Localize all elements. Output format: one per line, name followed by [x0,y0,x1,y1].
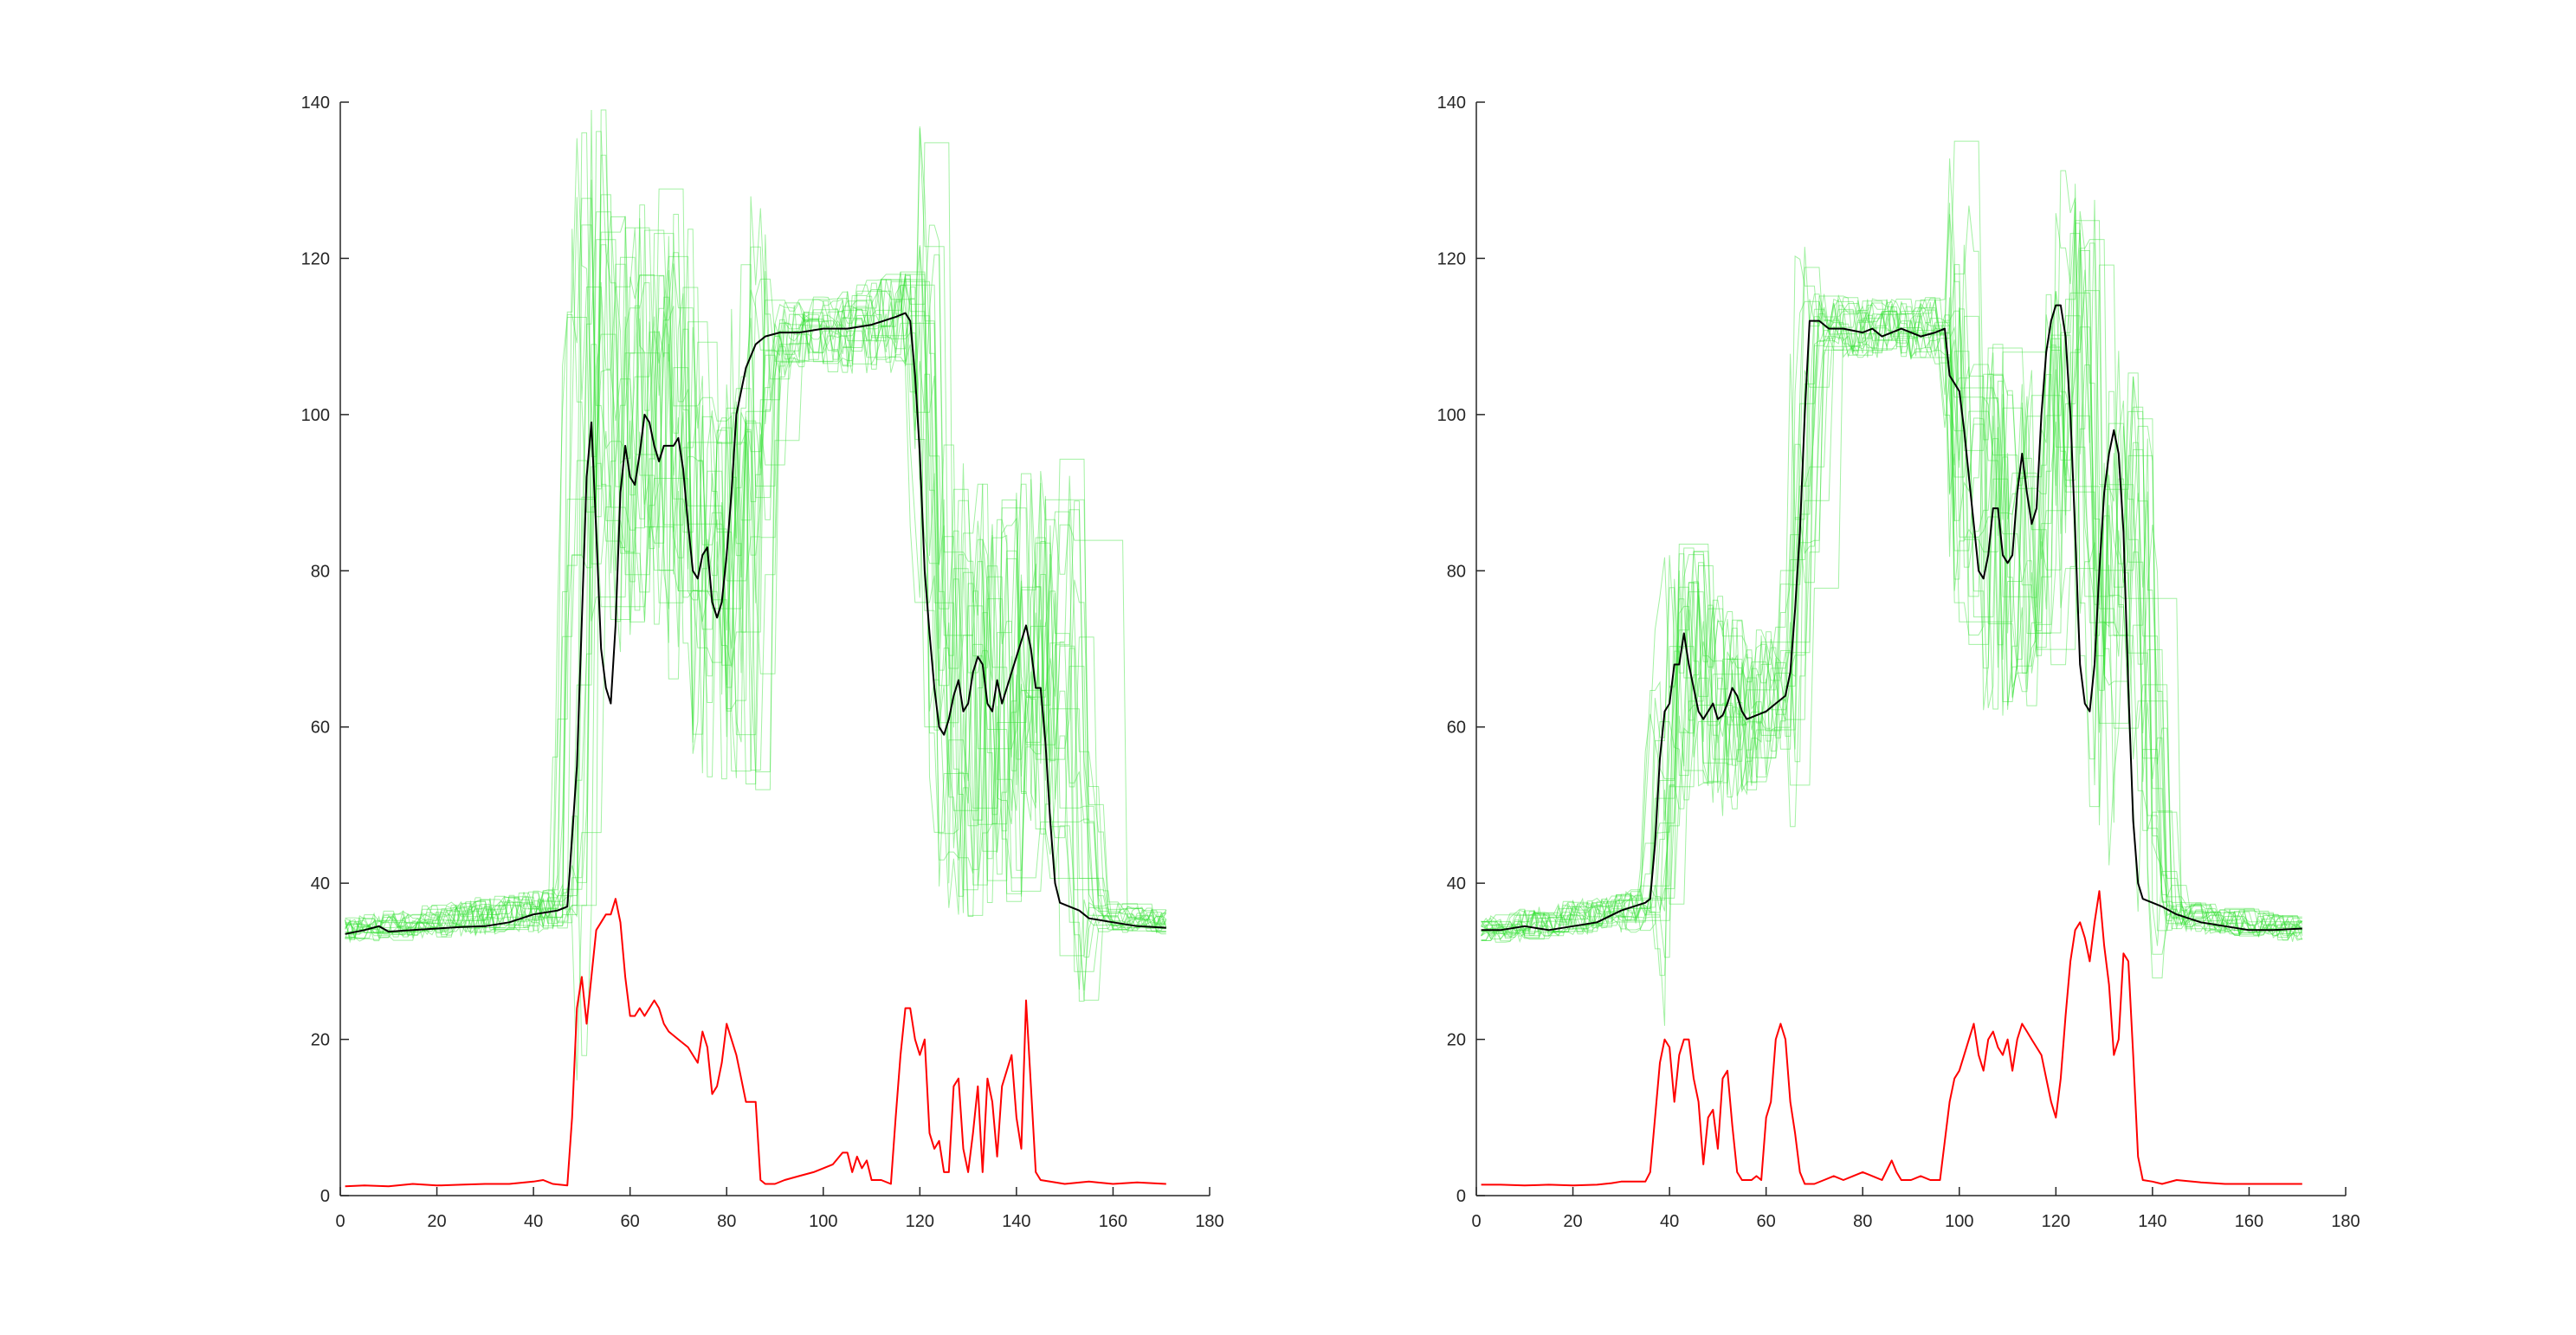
x-tick-label: 20 [427,1212,446,1231]
ensemble-member-line [345,197,1166,958]
ensemble-member-line [345,109,1166,1080]
ensemble-member-line [1481,242,2303,958]
plot-area [1481,140,2303,1187]
x-tick-label: 140 [2138,1212,2166,1231]
ensemble-member-line [345,196,1166,1002]
chart-left: 0 20 40 60 80 100 120 140 160 180 0 20 40 60 80 100 120 1… [301,94,1224,1231]
x-tick-label: 120 [2042,1212,2070,1231]
mean-line [1481,304,2302,932]
x-tick-label: 20 [1563,1212,1582,1231]
ensemble-member-line [1481,220,2303,938]
x-tick-label: 80 [1853,1212,1872,1231]
ensemble-member-line [345,142,1167,1056]
y-tick-label: 140 [1437,94,1466,113]
ensemble-member-line [345,131,1166,935]
y-tick-label: 100 [301,406,330,425]
axes: 0 20 40 60 80 100 120 140 160 180 0 20 40 60 80 100 120 1… [301,94,1224,1231]
y-tick-label: 40 [1447,874,1466,893]
ensemble-member-line [345,109,1167,942]
plot-area [345,109,1167,1188]
ensemble-member-line [345,211,1167,938]
ensemble-member-line [1481,269,2303,942]
ensemble-member-line [1481,201,2302,941]
x-tick-label: 120 [906,1212,934,1231]
ensemble-member-line [1481,298,2302,941]
ensemble-member-line [1481,205,2302,944]
x-tick-label: 180 [1195,1212,1223,1231]
ensemble-member-line [345,224,1166,972]
ensemble-member-line [345,244,1167,939]
x-tick-label: 100 [809,1212,837,1231]
ensemble-member-line [345,263,1166,991]
ensemble-member-line [345,179,1167,938]
y-tick-label: 100 [1437,406,1466,425]
mean-line [345,312,1166,935]
ensemble-member-line [345,229,1166,936]
x-tick-label: 0 [1471,1212,1481,1231]
chart-right: 0 20 40 60 80 100 120 140 160 180 0 20 40 60 80 100 120 1… [1437,94,2360,1231]
ensemble-member-line [345,229,1167,936]
x-tick-label: 80 [717,1212,736,1231]
y-tick-label: 20 [1447,1031,1466,1050]
x-tick-label: 40 [1660,1212,1679,1231]
ensemble-member-line [1481,255,2302,937]
y-tick-label: 20 [311,1031,330,1050]
ensemble-member-line [1481,293,2303,979]
ensemble-member-line [345,194,1166,941]
ensemble-lines [345,109,1167,1080]
ensemble-member-line [1481,170,2302,941]
x-tick-label: 140 [1002,1212,1030,1231]
ensemble-member-line [345,239,1166,990]
x-tick-label: 0 [335,1212,345,1231]
y-tick-label: 60 [311,719,330,738]
ensemble-member-line [345,224,1167,938]
ensemble-member-line [1481,140,2303,939]
ensemble-member-line [1481,184,2302,1026]
spread-line [345,898,1166,1188]
x-tick-label: 160 [2235,1212,2263,1231]
ensemble-member-line [1481,203,2303,940]
ensemble-member-line [1481,158,2302,938]
x-tick-label: 60 [1757,1212,1776,1231]
spread-line [1481,890,2302,1187]
x-tick-label: 180 [2331,1212,2360,1231]
y-tick-label: 120 [1437,249,1466,268]
axes: 0 20 40 60 80 100 120 140 160 180 0 20 40 60 80 100 120 1… [1437,94,2360,1231]
ensemble-member-line [1481,291,2302,955]
y-tick-label: 0 [320,1187,330,1206]
y-tick-label: 80 [311,562,330,581]
ensemble-member-line [1481,244,2303,939]
x-tick-label: 60 [621,1212,640,1231]
y-tick-label: 40 [311,874,330,893]
ensemble-member-line [345,128,1166,944]
y-tick-label: 80 [1447,562,1466,581]
x-tick-label: 40 [524,1212,543,1231]
ensemble-member-line [345,132,1166,936]
ensemble-member-line [1481,293,2302,940]
y-tick-label: 140 [301,94,330,113]
ensemble-member-line [1481,250,2303,940]
x-tick-label: 160 [1099,1212,1127,1231]
y-tick-label: 0 [1456,1187,1466,1206]
ensemble-lines [1481,140,2303,1026]
ensemble-member-line [1481,222,2303,938]
y-tick-label: 120 [301,249,330,268]
ensemble-member-line [345,246,1167,939]
y-tick-label: 60 [1447,719,1466,738]
ensemble-member-line [345,126,1166,938]
ensemble-member-line [345,138,1166,957]
x-tick-label: 100 [1945,1212,1973,1231]
ensemble-member-line [345,216,1167,1001]
ensemble-member-line [1481,247,2303,941]
ensemble-member-line [1481,214,2302,941]
